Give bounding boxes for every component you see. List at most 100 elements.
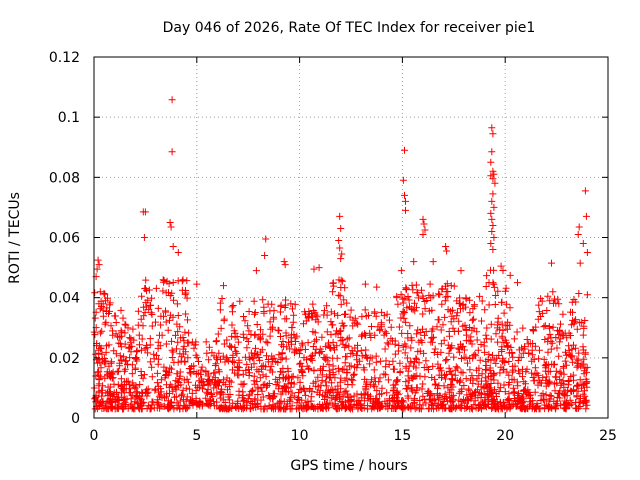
- x-tick-label: 0: [90, 428, 99, 444]
- data-point: [489, 175, 497, 183]
- data-point: [575, 223, 583, 231]
- data-point: [489, 246, 497, 253]
- x-axis-title: GPS time / hours: [290, 458, 407, 474]
- data-point: [581, 187, 589, 195]
- data-point: [397, 267, 405, 275]
- data-point: [168, 96, 176, 104]
- x-tick-label: 15: [393, 428, 411, 444]
- data-point: [315, 264, 323, 272]
- data-point: [514, 279, 521, 287]
- data-point: [443, 247, 451, 255]
- data-point: [335, 237, 343, 244]
- data-point: [220, 282, 227, 290]
- data-point: [361, 280, 369, 288]
- data-point: [139, 208, 147, 216]
- x-tick-label: 5: [192, 428, 201, 444]
- data-point: [489, 167, 497, 175]
- data-point: [336, 244, 344, 252]
- y-tick-label: 0.12: [49, 50, 80, 66]
- data-point: [488, 228, 496, 235]
- point-cluster-1: [107, 306, 145, 413]
- data-point: [548, 259, 555, 267]
- data-point: [419, 215, 427, 223]
- data-point: [419, 231, 427, 238]
- data-point: [488, 148, 496, 156]
- data-point: [457, 267, 465, 275]
- y-tick-label: 0.06: [49, 231, 80, 247]
- data-point: [402, 197, 409, 205]
- data-point: [252, 267, 260, 275]
- data-point: [337, 255, 345, 263]
- point-cluster-4: [213, 295, 293, 413]
- data-point: [262, 235, 270, 243]
- data-point: [166, 219, 174, 226]
- y-tick-label: 0.1: [58, 110, 80, 126]
- data-point: [168, 148, 176, 156]
- y-tick-label: 0.04: [49, 291, 80, 307]
- data-point: [420, 220, 428, 228]
- point-cluster-12: [534, 288, 591, 413]
- data-point: [487, 240, 495, 247]
- data-point: [281, 261, 289, 269]
- data-point: [442, 243, 450, 250]
- point-cluster-6: [329, 276, 353, 413]
- y-tick-label: 0.08: [49, 170, 80, 186]
- data-point: [261, 252, 269, 259]
- data-point: [487, 158, 495, 166]
- y-axis-title: ROTI / TECUs: [7, 192, 23, 284]
- data-point: [310, 265, 318, 273]
- data-point: [167, 223, 175, 231]
- chart-title: Day 046 of 2026, Rate Of TEC Index for r…: [163, 20, 536, 36]
- data-point: [491, 179, 499, 187]
- point-cluster-7: [345, 306, 400, 413]
- data-point: [401, 191, 408, 199]
- data-point: [94, 256, 102, 264]
- data-point: [421, 226, 429, 234]
- data-point: [489, 222, 497, 229]
- x-tick-label: 25: [599, 428, 617, 444]
- data-point: [429, 258, 437, 266]
- y-tick-label: 0.02: [49, 351, 80, 367]
- data-point: [488, 197, 496, 205]
- data-point: [337, 225, 345, 232]
- data-point: [576, 259, 584, 267]
- data-point: [401, 146, 408, 154]
- point-cluster-5: [286, 300, 336, 413]
- data-point: [574, 231, 582, 238]
- data-point: [583, 249, 591, 256]
- data-point: [487, 209, 495, 217]
- data-point: [193, 280, 201, 288]
- data-point: [410, 258, 418, 266]
- point-cluster-2: [137, 276, 193, 413]
- y-tick-label: 0: [71, 411, 80, 427]
- x-tick-label: 10: [291, 428, 309, 444]
- data-point: [488, 215, 496, 223]
- data-point: [399, 176, 407, 184]
- data-point: [338, 250, 346, 258]
- point-cluster-8: [393, 280, 459, 413]
- data-point: [490, 203, 498, 211]
- data-point: [489, 190, 497, 198]
- data-point: [490, 234, 498, 241]
- data-point: [579, 240, 587, 247]
- data-point: [402, 206, 409, 214]
- data-point: [169, 243, 177, 250]
- data-point: [336, 212, 344, 220]
- data-point: [490, 170, 498, 178]
- data-point: [174, 249, 182, 256]
- data-point: [95, 261, 103, 269]
- point-cluster-10: [481, 266, 515, 413]
- x-tick-label: 20: [496, 428, 514, 444]
- data-point: [488, 124, 496, 132]
- y-tick-labels: 0 0.02 0.04 0.06 0.08 0.1 0.12: [49, 50, 80, 427]
- data-point: [497, 262, 505, 270]
- point-cluster-11: [508, 323, 542, 413]
- axis-ticks: [93, 56, 609, 419]
- data-point: [489, 130, 497, 138]
- data-points: [90, 96, 591, 413]
- point-cluster-3: [185, 337, 221, 410]
- data-point: [373, 283, 381, 291]
- data-point: [93, 265, 101, 273]
- data-point: [582, 212, 590, 220]
